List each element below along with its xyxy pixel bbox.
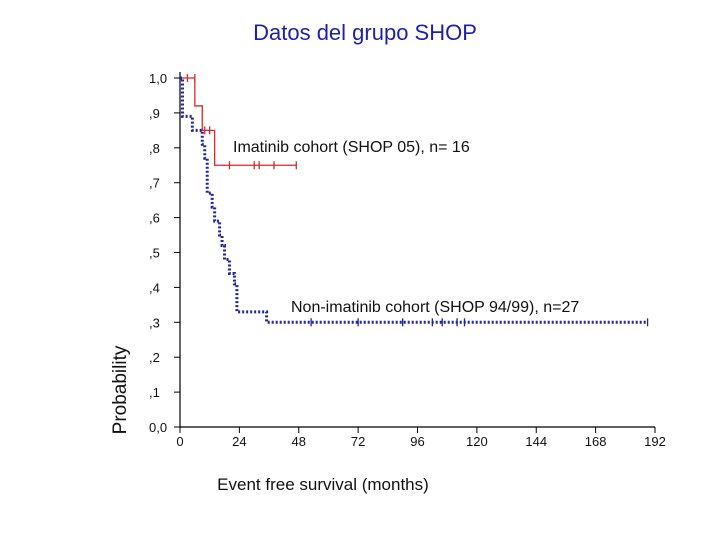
y-tick-label: ,2 (149, 350, 160, 365)
x-tick-label: 120 (466, 434, 488, 449)
series-1-curve (180, 76, 648, 324)
x-tick-label: 192 (644, 434, 666, 449)
series-layer (180, 74, 649, 327)
slide-title: Datos del grupo SHOP (253, 20, 477, 45)
y-tick-label: ,5 (149, 246, 160, 261)
x-tick-label: 168 (585, 434, 607, 449)
y-tick-label: ,9 (149, 106, 160, 121)
x-axis-label: Event free survival (months) (217, 475, 429, 494)
axes: 0,0 ,1 ,2 ,3 ,4 ,5 ,6 ,7 ,8 ,9 1,0 0 24 48 72 96 120 144 1… (149, 71, 666, 449)
x-tick-label: 0 (176, 434, 183, 449)
y-axis-label: Probability (110, 345, 131, 434)
series-label-non-imatinib: Non-imatinib cohort (SHOP 94/99), n=27 (291, 299, 579, 316)
labels: Event free survival (months) Probability… (110, 139, 579, 494)
y-tick-label: 1,0 (149, 71, 167, 86)
series-0-curve (180, 77, 297, 166)
x-tick-label: 72 (351, 434, 365, 449)
x-tick-label: 24 (232, 434, 246, 449)
y-tick-label: ,1 (149, 385, 160, 400)
y-tick-label: ,6 (149, 211, 160, 226)
x-tick-label: 144 (525, 434, 547, 449)
x-tick-label: 48 (292, 434, 306, 449)
y-tick-label: ,8 (149, 141, 160, 156)
y-tick-label: ,3 (149, 315, 160, 330)
series-label-imatinib: Imatinib cohort (SHOP 05), n= 16 (233, 139, 470, 156)
y-tick-label: ,7 (149, 176, 160, 191)
x-tick-label: 96 (410, 434, 424, 449)
y-tick-label: 0,0 (149, 420, 167, 435)
y-tick-label: ,4 (149, 280, 160, 295)
